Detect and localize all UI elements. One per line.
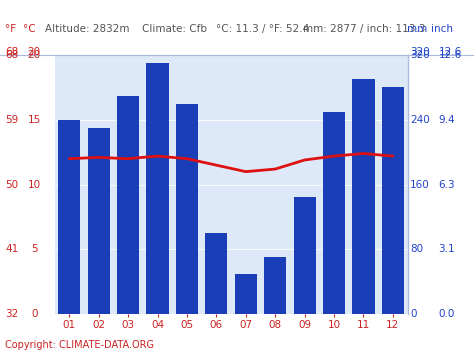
Text: 0: 0 [410,309,417,319]
Bar [176,104,198,314]
Bar [323,112,345,314]
Text: °C: 11.3 / °F: 52.4: °C: 11.3 / °F: 52.4 [216,24,309,34]
Text: 12.6: 12.6 [438,50,462,60]
Bar [235,274,257,314]
Text: inch: inch [431,24,453,34]
Text: 68: 68 [5,50,18,60]
Bar [293,197,316,314]
Text: 20: 20 [27,47,41,57]
Bar [88,128,109,314]
Text: 68: 68 [5,47,18,57]
Text: 20: 20 [27,50,41,60]
Text: 15: 15 [27,115,41,125]
Text: mm: 2877 / inch: 113.3: mm: 2877 / inch: 113.3 [303,24,426,34]
Text: 59: 59 [5,115,18,125]
Text: °C: °C [23,24,36,34]
Text: 9.4: 9.4 [438,115,455,125]
Text: 32: 32 [5,309,18,319]
Text: 6.3: 6.3 [438,180,455,190]
Bar [205,233,228,314]
Text: 0: 0 [31,309,37,319]
Bar [58,120,80,314]
Bar [382,87,404,314]
Text: mm: mm [407,24,427,34]
Text: °F: °F [5,24,16,34]
Text: 240: 240 [410,115,430,125]
Bar [264,257,286,314]
Text: 10: 10 [27,180,41,190]
Bar [353,79,374,314]
Text: Climate: Cfb: Climate: Cfb [142,24,207,34]
Text: 41: 41 [5,244,18,255]
Bar [117,95,139,314]
Bar [146,63,169,314]
Text: 3.1: 3.1 [438,244,455,255]
Text: 80: 80 [410,244,423,255]
Text: 0.0: 0.0 [438,309,455,319]
Text: 12.6: 12.6 [438,47,462,57]
Text: 320: 320 [410,47,430,57]
Text: 160: 160 [410,180,430,190]
Text: Copyright: CLIMATE-DATA.ORG: Copyright: CLIMATE-DATA.ORG [5,340,154,350]
Text: 320: 320 [410,50,430,60]
Text: Altitude: 2832m: Altitude: 2832m [45,24,129,34]
Text: 50: 50 [5,180,18,190]
Text: 5: 5 [31,244,37,255]
